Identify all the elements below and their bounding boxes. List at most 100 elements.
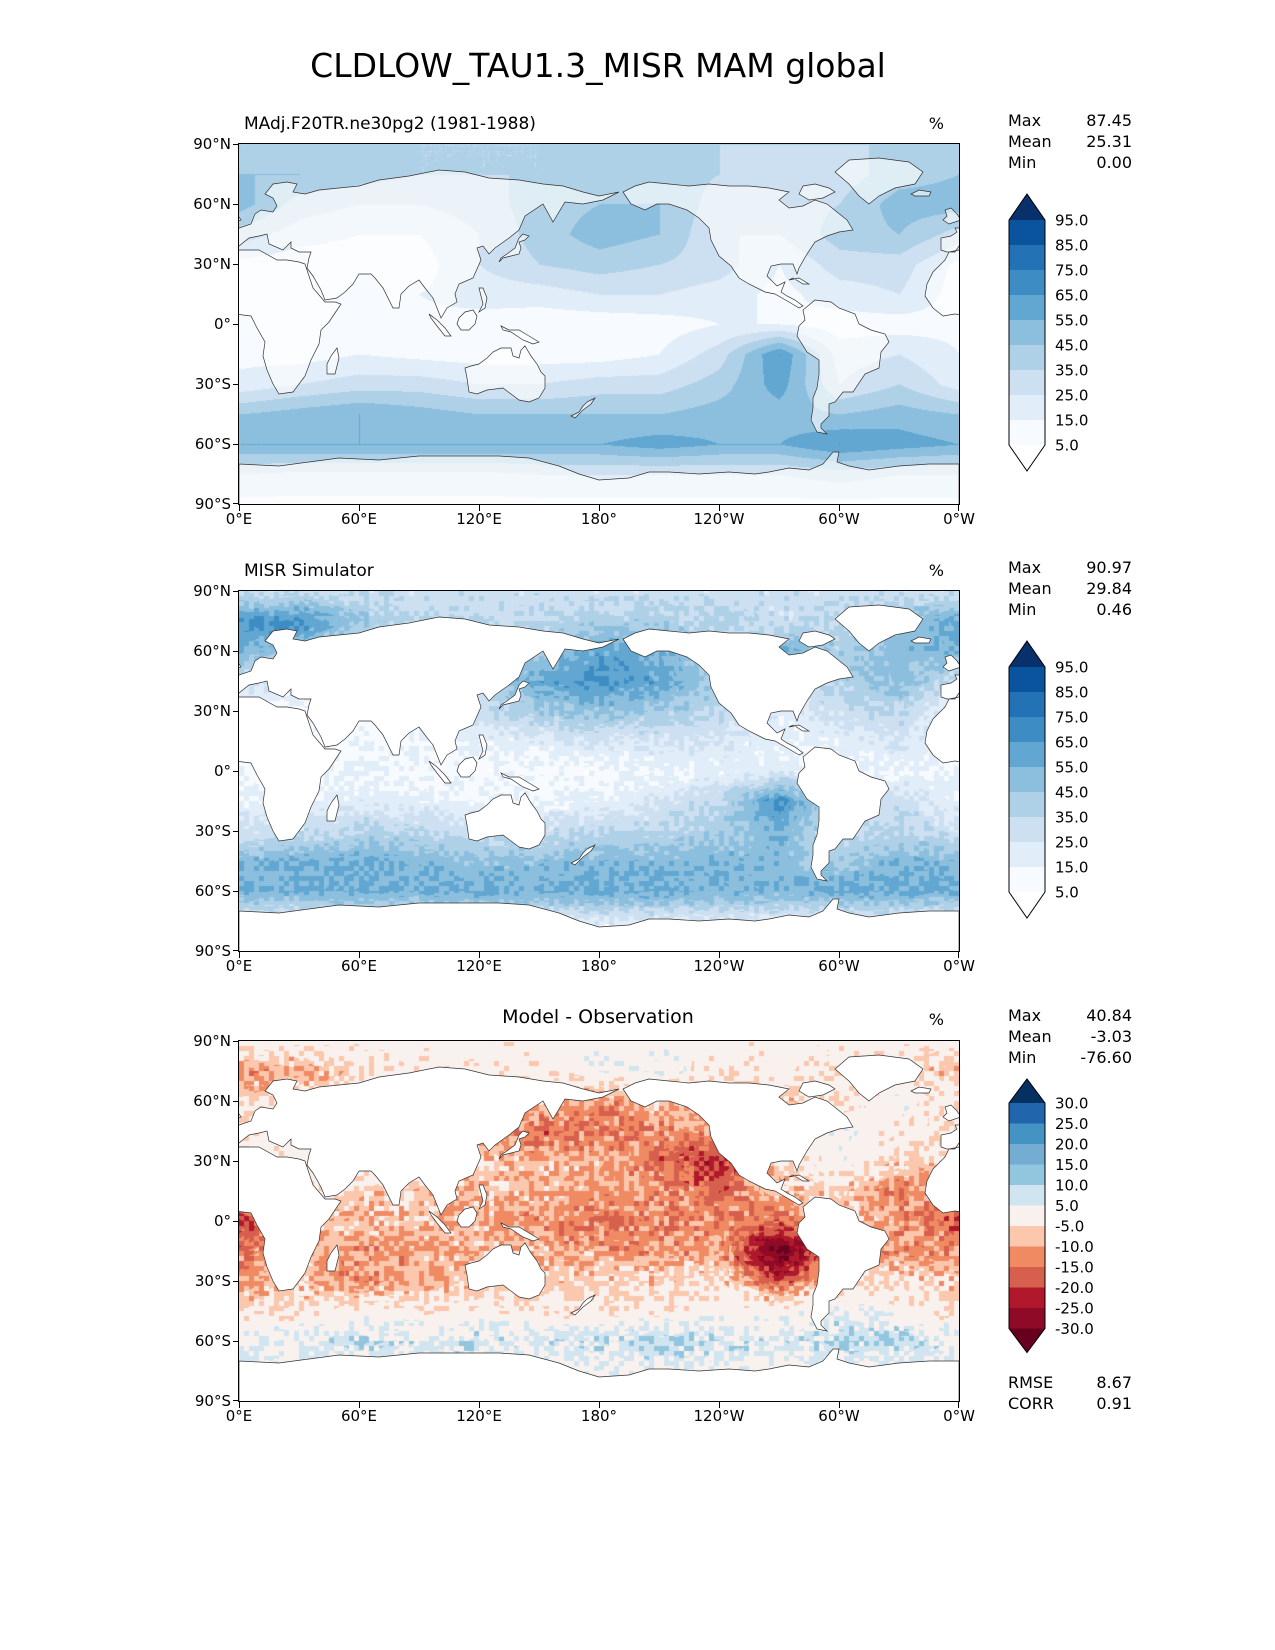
- y-tick-mark: [233, 1281, 239, 1282]
- panel1-map: 90°N 60°N 30°N 0° 30°S 60°S 90°S 0°E 60°E 120°E 18…: [193, 135, 975, 528]
- y-tick-mark: [233, 1041, 239, 1042]
- stat-value: 87.45: [1086, 111, 1132, 130]
- y-tick-mark: [233, 1101, 239, 1102]
- x-tick-label: 0°E: [225, 510, 253, 528]
- y-tick-mark: [233, 651, 239, 652]
- svg-text:25.0: 25.0: [1055, 1115, 1088, 1133]
- y-tick-label: 60°N: [193, 642, 231, 660]
- stat-value: 8.67: [1096, 1373, 1132, 1392]
- x-tick-mark: [839, 1402, 840, 1408]
- svg-text:85.0: 85.0: [1055, 684, 1088, 702]
- y-tick-mark: [233, 384, 239, 385]
- y-tick-label: 60°N: [193, 1092, 231, 1110]
- svg-text:25.0: 25.0: [1055, 834, 1088, 852]
- panel1-stats: Max 87.45 Mean 25.31 Min 0.00: [1008, 110, 1132, 173]
- y-tick-mark: [233, 950, 239, 951]
- stat-row: Max 40.84: [1008, 1005, 1132, 1026]
- x-tick-mark: [599, 505, 600, 511]
- x-tick-label: 0°W: [943, 510, 975, 528]
- x-tick-mark: [839, 505, 840, 511]
- y-tick-label: 90°S: [194, 942, 231, 960]
- stat-row: Min 0.00: [1008, 152, 1132, 173]
- coast-svg-1: [239, 157, 959, 504]
- svg-text:-30.0: -30.0: [1055, 1320, 1094, 1338]
- svg-text:15.0: 15.0: [1055, 1156, 1088, 1174]
- svg-text:65.0: 65.0: [1055, 287, 1088, 305]
- y-tick-mark: [233, 1341, 239, 1342]
- x-tick-mark: [359, 505, 360, 511]
- x-tick-mark: [719, 505, 720, 511]
- x-tick-label: 60°E: [340, 510, 378, 528]
- colorbar-3: 30.0 25.0 20.0 15.0 10.0 5.0 -5.0 -10.0 -15.0 -20…: [1008, 1078, 1094, 1354]
- y-tick-label: 30°S: [194, 375, 231, 393]
- svg-text:20.0: 20.0: [1055, 1136, 1088, 1154]
- svg-text:25.0: 25.0: [1055, 387, 1088, 405]
- stat-value: -3.03: [1090, 1027, 1132, 1046]
- svg-text:95.0: 95.0: [1055, 659, 1088, 677]
- stat-row: Max 90.97: [1008, 557, 1132, 578]
- svg-text:5.0: 5.0: [1055, 437, 1079, 455]
- figure-title: CLDLOW_TAU1.3_MISR MAM global: [310, 46, 886, 85]
- stat-row: Mean 29.84: [1008, 578, 1132, 599]
- stat-label: Min: [1008, 1048, 1037, 1067]
- svg-text:65.0: 65.0: [1055, 734, 1088, 752]
- svg-text:-5.0: -5.0: [1055, 1218, 1084, 1236]
- x-tick-mark: [719, 952, 720, 958]
- x-tick-label: 120°W: [693, 1407, 745, 1425]
- svg-text:30.0: 30.0: [1055, 1095, 1088, 1113]
- y-tick-mark: [233, 144, 239, 145]
- x-tick-mark: [359, 1402, 360, 1408]
- svg-text:-10.0: -10.0: [1055, 1238, 1094, 1256]
- y-tick-label: 90°S: [194, 495, 231, 513]
- panel3-units-label: %: [928, 1010, 944, 1029]
- svg-text:5.0: 5.0: [1055, 884, 1079, 902]
- x-tick-mark: [239, 505, 240, 511]
- x-tick-mark: [599, 1402, 600, 1408]
- stat-label: Mean: [1008, 579, 1052, 598]
- y-tick-mark: [233, 891, 239, 892]
- y-tick-mark: [233, 503, 239, 504]
- svg-text:75.0: 75.0: [1055, 709, 1088, 727]
- x-tick-label: 120°E: [456, 1407, 502, 1425]
- y-tick-label: 30°N: [193, 255, 231, 273]
- svg-text:15.0: 15.0: [1055, 859, 1088, 877]
- panel3-title: Model - Observation: [502, 1006, 694, 1028]
- y-tick-label: 60°S: [194, 435, 231, 453]
- x-tick-label: 120°W: [693, 510, 745, 528]
- y-tick-mark: [233, 711, 239, 712]
- y-tick-mark: [233, 1161, 239, 1162]
- colorbar-2: 95.0 85.0 75.0 65.0 55.0 45.0 35.0 25.0 15.0 5.0: [1008, 640, 1088, 919]
- stat-row: Min 0.46: [1008, 599, 1132, 620]
- stat-label: Max: [1008, 1006, 1042, 1025]
- x-tick-mark: [479, 952, 480, 958]
- svg-text:55.0: 55.0: [1055, 759, 1088, 777]
- panel3-extra-stats: RMSE 8.67 CORR 0.91: [1008, 1372, 1132, 1414]
- stat-label: Mean: [1008, 132, 1052, 151]
- svg-text:85.0: 85.0: [1055, 237, 1088, 255]
- x-tick-label: 180°: [580, 957, 618, 975]
- stat-value: 25.31: [1086, 132, 1132, 151]
- panel3-stats: Max 40.84 Mean -3.03 Min -76.60: [1008, 1005, 1132, 1068]
- stat-label: Max: [1008, 111, 1042, 130]
- stat-row: Min -76.60: [1008, 1047, 1132, 1068]
- coast-svg-3: [239, 1054, 959, 1401]
- x-tick-mark: [239, 1402, 240, 1408]
- x-tick-mark: [479, 1402, 480, 1408]
- x-tick-label: 180°: [580, 1407, 618, 1425]
- svg-text:-25.0: -25.0: [1055, 1300, 1094, 1318]
- panel3-map: 90°N 60°N 30°N 0° 30°S 60°S 90°S 0°E 60°E 120°E 18…: [193, 1032, 975, 1425]
- stat-row: Mean -3.03: [1008, 1026, 1132, 1047]
- y-tick-mark: [233, 1221, 239, 1222]
- panel1-title: MAdj.F20TR.ne30pg2 (1981-1988): [244, 114, 536, 134]
- stat-value: 40.84: [1086, 1006, 1132, 1025]
- svg-text:95.0: 95.0: [1055, 212, 1088, 230]
- svg-text:-15.0: -15.0: [1055, 1259, 1094, 1277]
- y-tick-mark: [233, 771, 239, 772]
- x-tick-label: 0°W: [943, 1407, 975, 1425]
- x-tick-label: 60°W: [818, 957, 860, 975]
- svg-text:75.0: 75.0: [1055, 262, 1088, 280]
- stat-row: Max 87.45: [1008, 110, 1132, 131]
- y-tick-label: 90°N: [193, 1032, 231, 1050]
- x-tick-label: 60°W: [818, 510, 860, 528]
- y-tick-mark: [233, 444, 239, 445]
